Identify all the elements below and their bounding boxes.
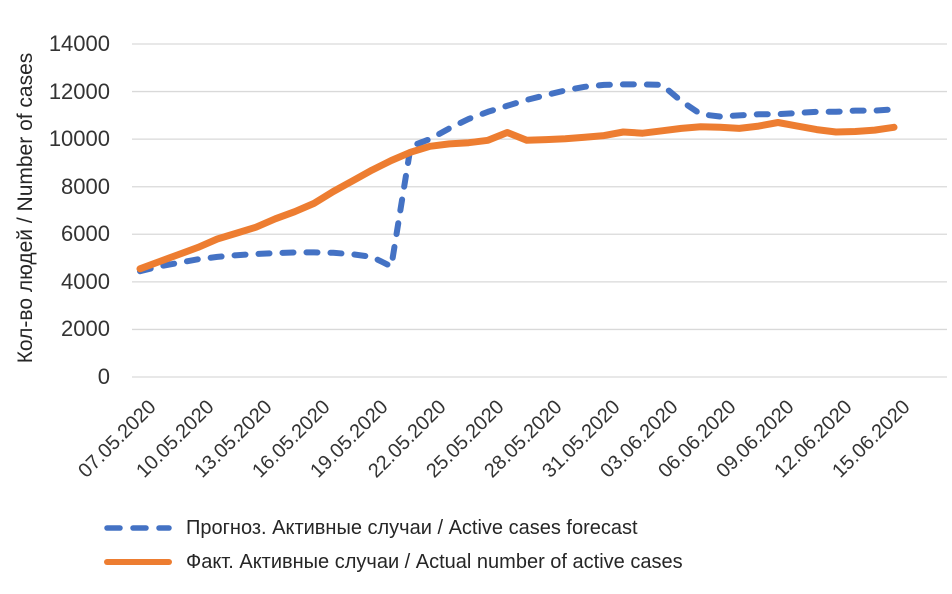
y-tick-label: 10000 <box>48 126 110 152</box>
y-tick-label: 6000 <box>61 221 110 247</box>
legend-item-forecast: Прогноз. Активные случаи / Active cases … <box>103 511 683 545</box>
y-tick-label: 12000 <box>48 78 110 104</box>
y-tick-label: 8000 <box>61 173 110 199</box>
y-tick-label: 4000 <box>61 268 110 294</box>
legend-label-forecast: Прогноз. Активные случаи / Active cases … <box>186 516 638 539</box>
y-tick-label: 0 <box>97 364 110 389</box>
y-tick-label: 14000 <box>48 31 110 56</box>
y-tick-label: 2000 <box>61 316 110 342</box>
dashed-line-swatch-icon <box>104 525 172 531</box>
actual-line <box>136 119 898 273</box>
legend-item-actual: Факт. Активные случаи / Actual number of… <box>103 545 683 579</box>
solid-line-swatch-icon <box>104 559 172 565</box>
forecast-line <box>137 81 897 275</box>
legend-label-actual: Факт. Активные случаи / Actual number of… <box>186 550 683 573</box>
legend: Прогноз. Активные случаи / Active cases … <box>103 511 683 579</box>
